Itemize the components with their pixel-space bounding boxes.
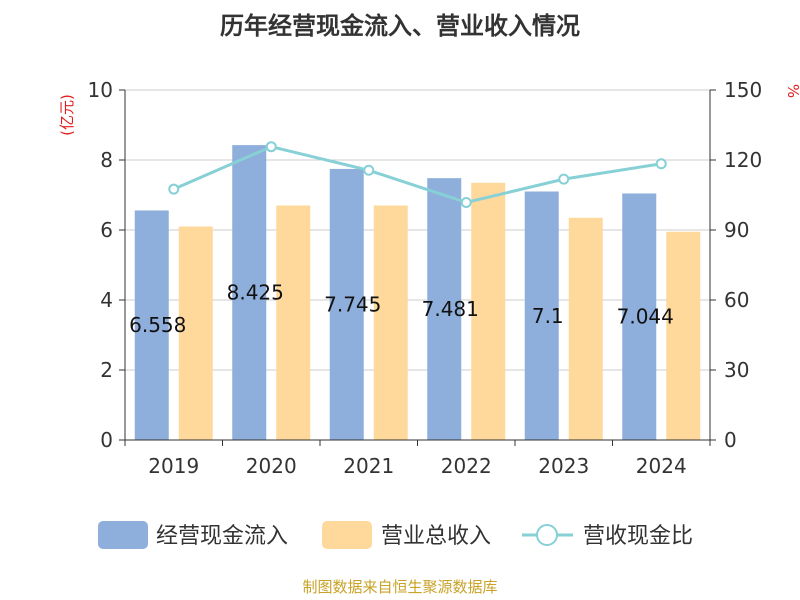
- chart-title: 历年经营现金流入、营业收入情况: [220, 12, 580, 40]
- x-tick-label: 2024: [636, 454, 687, 478]
- x-tick-label: 2022: [441, 454, 492, 478]
- right-tick-label: 150: [724, 78, 762, 102]
- left-tick-label: 4: [100, 288, 113, 312]
- right-tick-label: 30: [724, 358, 749, 382]
- x-tick-label: 2023: [538, 454, 589, 478]
- legend-label-revenue: 营业总收入: [381, 524, 491, 549]
- legend-swatch-cash-inflow: [98, 521, 148, 549]
- source-note: 制图数据来自恒生聚源数据库: [302, 578, 498, 596]
- data-labels: 6.558 8.425 7.745 7.481 7.1 7.044: [129, 281, 674, 338]
- ratio-point: [460, 196, 472, 208]
- bar-revenue: [276, 205, 311, 440]
- bar-cash-inflow: [134, 210, 169, 440]
- x-tick-label: 2020: [246, 454, 297, 478]
- legend-swatch-revenue: [322, 521, 372, 549]
- data-label: 7.1: [532, 304, 564, 328]
- right-axis-label: %: [784, 84, 800, 98]
- data-label: 7.745: [324, 292, 381, 316]
- right-tick-label: 0: [724, 428, 737, 452]
- bar-cash-inflow: [232, 145, 267, 440]
- left-tick-label: 2: [100, 358, 113, 382]
- x-tick-label: 2019: [148, 454, 199, 478]
- bar-revenue: [471, 182, 506, 440]
- legend-label-ratio: 营收现金比: [583, 524, 693, 549]
- data-label: 6.558: [129, 313, 186, 337]
- left-tick-label: 0: [100, 428, 113, 452]
- data-label: 7.044: [617, 305, 674, 329]
- ratio-point: [265, 141, 277, 153]
- right-tick-label: 90: [724, 218, 749, 242]
- bar-cash-inflow: [524, 191, 559, 440]
- bar-revenue: [178, 226, 213, 440]
- ratio-point: [655, 158, 667, 170]
- bar-revenue: [666, 231, 701, 440]
- legend: 经营现金流入 营业总收入 营收现金比: [98, 521, 693, 549]
- left-axis-label: (亿元): [58, 94, 76, 136]
- bar-revenue: [568, 217, 603, 440]
- x-tick-label: 2021: [343, 454, 394, 478]
- legend-marker-ratio: [536, 524, 558, 546]
- axes: 0 2 4 6 8 10 0 30 60 90 120 150 2019 2020 2021 2022 2023…: [58, 78, 800, 478]
- ratio-point: [363, 164, 375, 176]
- data-label: 7.481: [422, 297, 479, 321]
- ratio-point: [168, 183, 180, 195]
- bar-cash-inflow: [427, 178, 462, 441]
- bar-revenue: [373, 205, 408, 440]
- left-tick-label: 6: [100, 218, 113, 242]
- right-tick-label: 60: [724, 288, 749, 312]
- ratio-line-path: [173, 145, 662, 205]
- data-label: 8.425: [227, 281, 284, 305]
- bar-cash-inflow: [622, 193, 657, 440]
- left-tick-label: 8: [100, 148, 113, 172]
- legend-label-cash-inflow: 经营现金流入: [156, 524, 288, 549]
- bar-cash-inflow: [329, 168, 364, 441]
- right-tick-label: 120: [724, 148, 762, 172]
- bars: [134, 145, 701, 441]
- ratio-point: [558, 173, 570, 185]
- left-tick-label: 10: [88, 78, 113, 102]
- ratio-line: [168, 141, 667, 208]
